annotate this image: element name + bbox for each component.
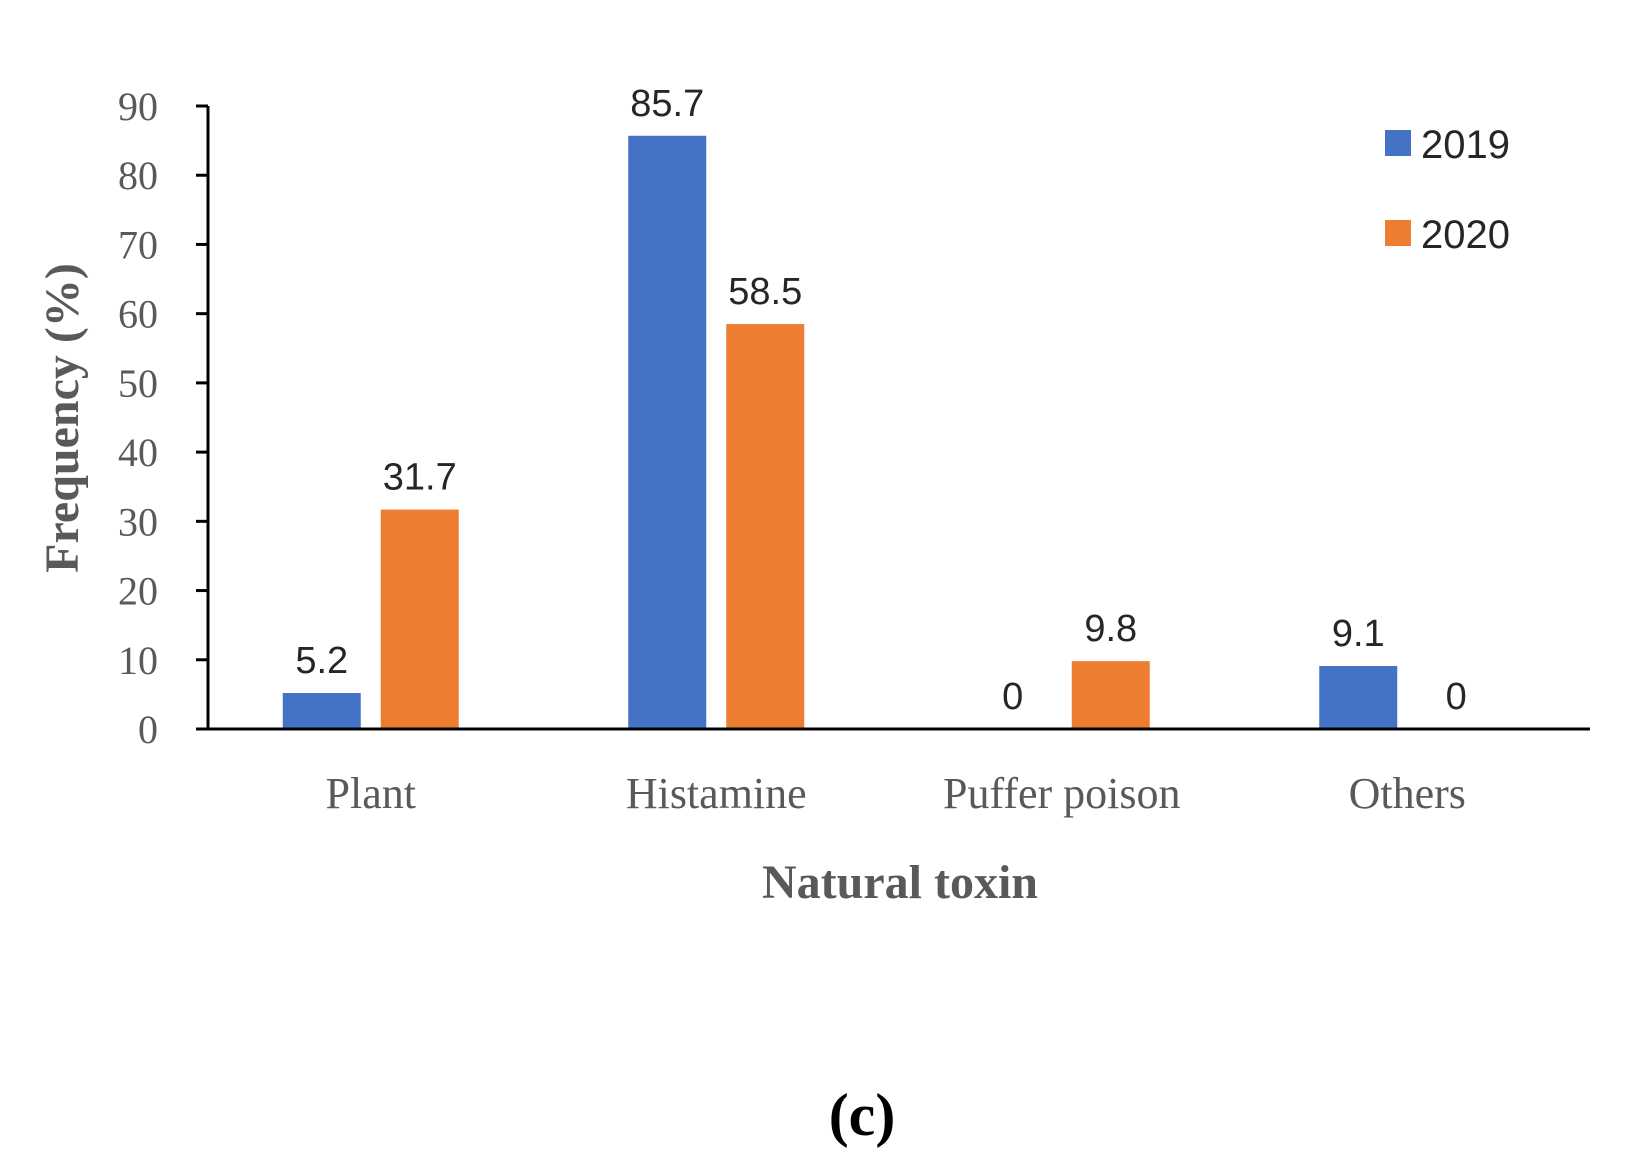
y-tick-label: 30	[118, 499, 158, 544]
y-axis-ticks: 0 10 20 30 40 50 60 70 80 90	[118, 84, 208, 752]
panel-label: (c)	[829, 1082, 896, 1148]
data-label-2019-puffer-poison: 0	[1002, 676, 1023, 718]
x-axis-category-labels: Plant Histamine Puffer poison Others	[326, 769, 1466, 818]
x-category-label: Plant	[326, 769, 416, 818]
data-label-2019-others: 9.1	[1332, 613, 1385, 655]
legend: 2019 2020	[1385, 123, 1510, 257]
bars	[282, 135, 1398, 729]
y-axis-title: Frequency (%)	[36, 263, 89, 573]
bar-2020-histamine	[726, 324, 805, 729]
legend-label-2020: 2020	[1421, 213, 1510, 257]
bar-2020-puffer-poison	[1071, 661, 1150, 729]
x-category-label: Others	[1349, 769, 1466, 818]
y-tick-label: 20	[118, 569, 158, 614]
data-label-2020-histamine: 58.5	[728, 271, 802, 313]
y-tick-label: 50	[118, 361, 158, 406]
bar-2019-others	[1319, 666, 1398, 729]
legend-swatch-2019	[1385, 130, 1411, 156]
data-label-2019-histamine: 85.7	[630, 83, 704, 125]
y-tick-label: 80	[118, 153, 158, 198]
x-category-label: Histamine	[626, 769, 807, 818]
x-category-label: Puffer poison	[943, 769, 1181, 818]
y-tick-label: 90	[118, 84, 158, 129]
x-axis-title: Natural toxin	[762, 856, 1038, 909]
y-tick-label: 10	[118, 638, 158, 683]
bar-2019-plant	[282, 693, 361, 729]
data-label-2019-plant: 5.2	[295, 640, 348, 682]
data-label-2020-plant: 31.7	[383, 457, 457, 499]
data-labels: 5.2 31.7 85.7 58.5 0 9.8 9.1 0	[295, 83, 1466, 718]
y-tick-label: 70	[118, 222, 158, 267]
legend-label-2019: 2019	[1421, 123, 1510, 167]
y-tick-label: 60	[118, 292, 158, 337]
legend-swatch-2020	[1385, 220, 1411, 246]
y-tick-label: 0	[138, 707, 158, 752]
data-label-2020-others: 0	[1446, 676, 1467, 718]
y-tick-label: 40	[118, 430, 158, 475]
bar-2019-histamine	[628, 135, 707, 729]
data-label-2020-puffer-poison: 9.8	[1084, 608, 1137, 650]
bar-2020-plant	[380, 509, 459, 729]
